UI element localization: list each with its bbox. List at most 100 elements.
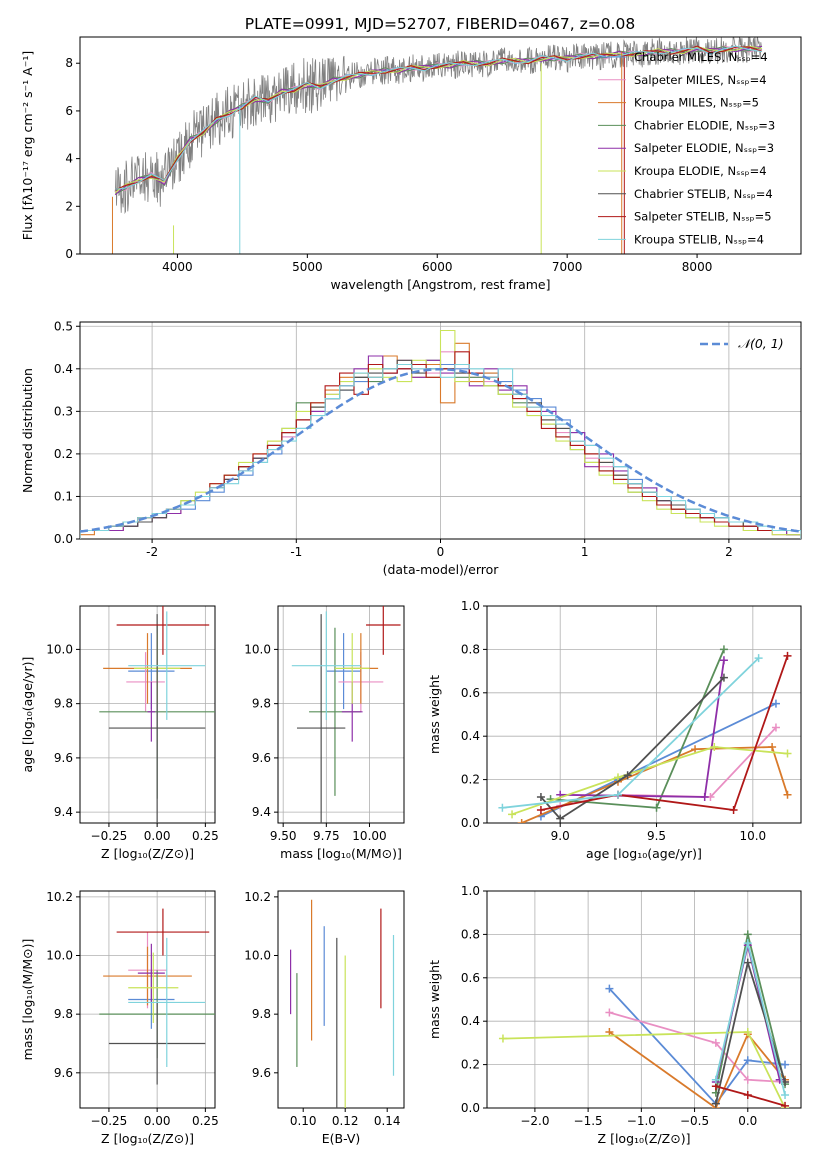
series-marker-salpeter_miles	[605, 1008, 614, 1017]
plot-frame	[277, 890, 405, 1109]
y-tick-label: 0.8	[461, 642, 480, 656]
x-tick-label: 6000	[422, 260, 453, 274]
y-tick-label: 9.8	[54, 1007, 73, 1021]
y-axis-label: Normed distribution	[20, 368, 35, 493]
x-tick-label: 0.00	[144, 829, 171, 843]
series-marker-kroupa_elodie	[710, 743, 719, 752]
plot-frame	[486, 605, 802, 824]
residuals-plot-area	[80, 329, 801, 539]
x-tick-label: 10.00	[352, 829, 386, 843]
series-marker-kroupa_elodie	[783, 749, 792, 758]
x-tick-label: -2	[146, 545, 158, 559]
mass-vs-z-plot-area	[99, 908, 215, 1085]
age-vs-z-panel: −0.25 0.00 0.25 9.4 9.6 9.8 10.0 Z [log₁₀(Z/Z⊙)…	[20, 605, 219, 861]
y-tick-label: 0.6	[461, 686, 480, 700]
x-axis-label: age [log₁₀(age/yr)]	[586, 846, 702, 861]
series-line-salpeter_stelib	[715, 1085, 786, 1107]
legend-label-salpeter_miles: Salpeter MILES, Nₛₛₚ=4	[634, 73, 767, 87]
model-line-kroupa_stelib	[115, 45, 763, 190]
series-marker-kroupa_elodie	[508, 810, 517, 819]
series-line-chabrier_elodie	[550, 649, 725, 809]
series-marker-chabrier_elodie	[652, 803, 661, 812]
series-line-salpeter_elodie	[560, 660, 725, 798]
plot-frame	[79, 605, 216, 824]
series-marker-chabrier_stelib	[556, 814, 565, 823]
x-tick-label: −2.0	[520, 1114, 549, 1128]
x-tick-label: 0.0	[738, 1114, 757, 1128]
series-marker-salpeter_elodie	[719, 656, 728, 665]
weight-vs-age-panel: 9.0 9.5 10.0 0.0 0.2 0.4 0.6 0.8 1.0 age [log₁₀(a…	[427, 599, 802, 861]
legend-label-chabrier_elodie: Chabrier ELODIE, Nₛₛₚ=3	[634, 118, 775, 132]
x-tick-label: 0.12	[332, 1114, 359, 1128]
y-tick-label: 10.0	[46, 642, 73, 656]
weight-vs-z-panel: −2.0 −1.5 −1.0 −0.5 0.0 0.0 0.2 0.4 0.6 0.8 1.0 Z […	[427, 884, 802, 1146]
legend-label-kroupa_stelib: Kroupa STELIB, Nₛₛₚ=4	[634, 232, 764, 246]
x-axis-label: mass [log₁₀(M/M⊙)]	[280, 846, 402, 861]
plot-frame	[79, 321, 802, 540]
series-marker-salpeter_stelib	[783, 651, 792, 660]
y-tick-label: 9.6	[54, 751, 73, 765]
y-tick-label: 6	[65, 104, 73, 118]
x-tick-label: 4000	[162, 260, 193, 274]
plot-frame	[79, 36, 802, 255]
series-marker-kroupa_elodie	[743, 1028, 752, 1037]
y-tick-label: 0.0	[54, 532, 73, 546]
plot-frame	[486, 890, 802, 1109]
age-vs-z-plot-area	[99, 606, 215, 823]
y-tick-label: 0.0	[461, 1101, 480, 1115]
series-line-kroupa_miles	[608, 1031, 786, 1108]
series-marker-salpeter_miles	[711, 1038, 720, 1047]
x-tick-label: −1.5	[574, 1114, 603, 1128]
mass-vs-ebv-plot-area	[290, 899, 395, 1108]
x-axis-label: Z [log₁₀(Z/Z⊙)]	[101, 846, 194, 861]
series-marker-kroupa_elodie	[613, 773, 622, 782]
weight-vs-z-plot-area	[498, 930, 790, 1108]
y-axis-label: mass [log₁₀(M/M⊙)]	[20, 939, 35, 1061]
x-tick-label: 0	[437, 545, 445, 559]
x-tick-label: 9.5	[647, 829, 666, 843]
series-marker-kroupa_miles	[517, 819, 526, 823]
y-tick-label: 9.8	[54, 697, 73, 711]
series-line-kroupa_elodie	[511, 746, 788, 816]
x-tick-label: 0.14	[374, 1114, 401, 1128]
mass-vs-ebv-panel: 0.10 0.12 0.14 9.6 9.8 10.0 10.2 E(B-V)	[244, 890, 405, 1146]
y-tick-label: 4	[65, 152, 73, 166]
series-marker-kroupa_stelib	[743, 939, 752, 948]
series-line-kroupa_elodie	[502, 1031, 786, 1108]
spectrum-plot-area	[111, 37, 763, 254]
y-tick-label: 0.3	[54, 404, 73, 418]
x-tick-label: -1	[290, 545, 302, 559]
x-tick-label: 0.00	[144, 1114, 171, 1128]
x-tick-label: −0.5	[680, 1114, 709, 1128]
y-axis-label: mass weight	[427, 675, 442, 754]
x-tick-label: 0.25	[192, 1114, 219, 1128]
y-tick-label: 10.2	[244, 890, 271, 904]
y-tick-label: 0.2	[461, 773, 480, 787]
legend-label-kroupa_elodie: Kroupa ELODIE, Nₛₛₚ=4	[634, 164, 767, 178]
x-tick-label: 8000	[682, 260, 713, 274]
series-marker-kroupa_elodie	[498, 1034, 507, 1043]
y-tick-label: 1.0	[461, 884, 480, 898]
series-line-chabrier_miles	[608, 987, 786, 1106]
y-tick-label: 1.0	[461, 599, 480, 613]
x-axis-label: (data-model)/error	[383, 562, 500, 577]
plot-frame	[79, 890, 216, 1109]
x-tick-label: 2	[725, 545, 733, 559]
weight-vs-age-plot-area	[498, 645, 792, 823]
y-tick-label: 9.8	[252, 697, 271, 711]
y-tick-label: 9.4	[252, 805, 271, 819]
series-marker-chabrier_miles	[771, 699, 780, 708]
residuals-panel: -2 -1 0 1 2 0.0 0.1 0.2 0.3 0.4 0.5 (data-model)/er…	[20, 319, 802, 577]
series-marker-kroupa_miles	[605, 1028, 614, 1037]
figure-title: PLATE=0991, MJD=52707, FIBERID=0467, z=0…	[245, 15, 635, 33]
normal-curve	[80, 368, 801, 533]
y-axis-label: mass weight	[427, 960, 442, 1039]
series-marker-kroupa_stelib	[754, 654, 763, 663]
series-line-salpeter_miles	[609, 1011, 786, 1083]
y-tick-label: 9.6	[252, 751, 271, 765]
legend-label-normal: 𝒩(0, 1)	[738, 336, 784, 351]
x-axis-label: Z [log₁₀(Z/Z⊙)]	[101, 1131, 194, 1146]
series-marker-kroupa_miles	[691, 745, 700, 754]
series-marker-salpeter_miles	[743, 1075, 752, 1084]
y-tick-label: 0.1	[54, 489, 73, 503]
